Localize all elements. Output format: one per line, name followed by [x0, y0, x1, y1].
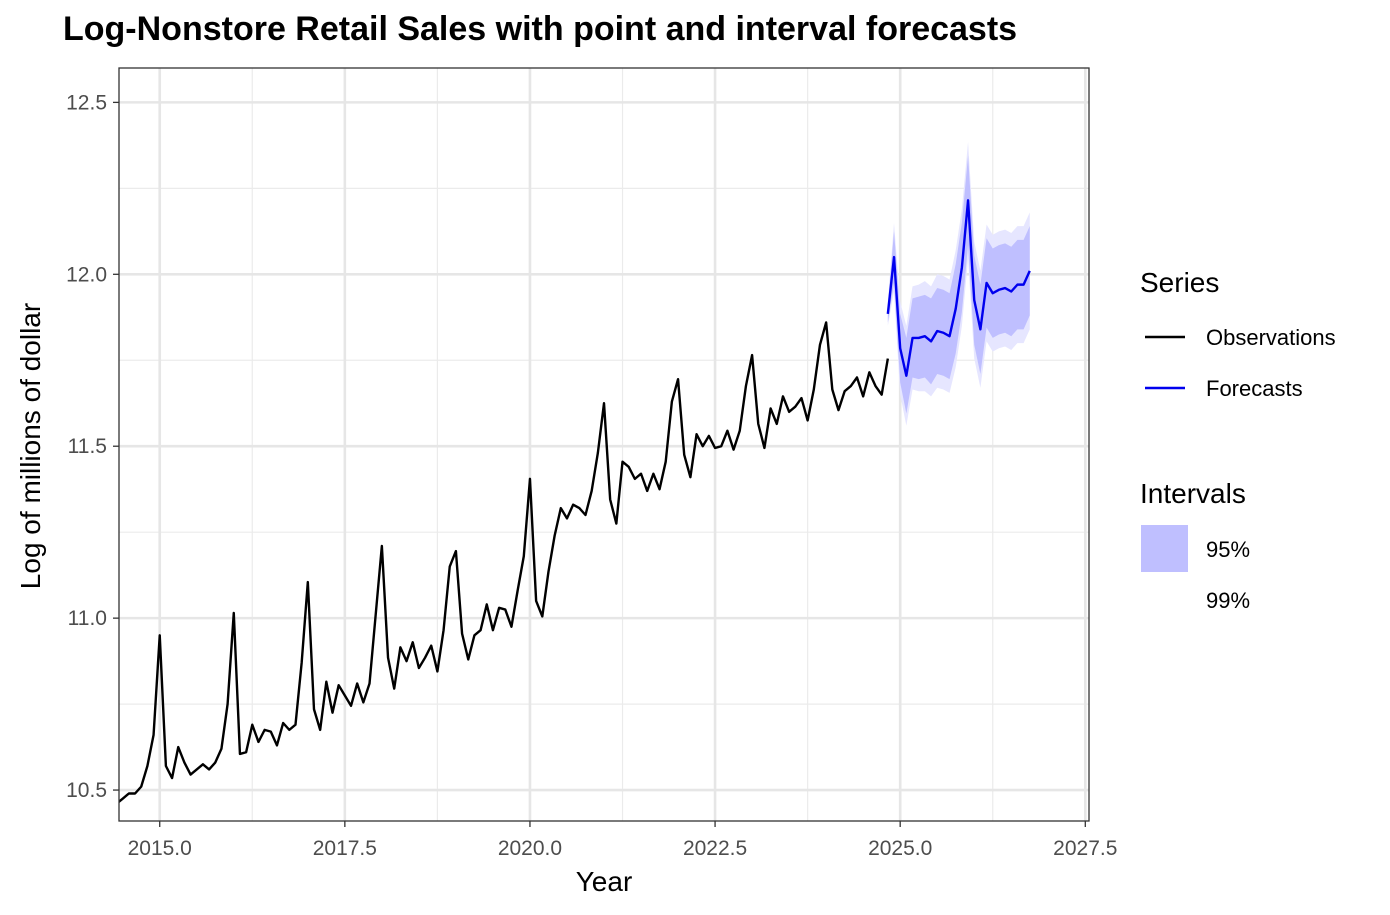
- legend-key-95: [1141, 525, 1188, 572]
- x-tick-label: 2022.5: [683, 837, 747, 860]
- legend-series-title: Series: [1140, 267, 1219, 298]
- y-tick-label: 11.5: [68, 435, 107, 458]
- y-tick-label: 11.0: [68, 607, 107, 630]
- legend-label-99: 99%: [1206, 588, 1250, 613]
- y-axis-title: Log of millions of dollar: [15, 303, 46, 589]
- legend-label-observations: Observations: [1206, 325, 1336, 350]
- x-tick-label: 2020.0: [498, 837, 562, 860]
- x-tick-label: 2025.0: [868, 837, 932, 860]
- legend: Series Observations Forecasts Intervals …: [1140, 267, 1336, 624]
- series-lines: [119, 199, 1031, 804]
- x-axis-ticks: 2015.0 2017.5 2020.0 2022.5 2025.0 2027.5: [128, 821, 1117, 860]
- legend-label-forecasts: Forecasts: [1206, 376, 1303, 401]
- x-tick-label: 2027.5: [1053, 837, 1117, 860]
- x-axis-title: Year: [576, 866, 633, 897]
- legend-intervals-title: Intervals: [1140, 478, 1246, 509]
- series-line-observations: [119, 321, 890, 804]
- x-tick-label: 2017.5: [313, 837, 377, 860]
- series-line-forecasts: [886, 199, 1031, 377]
- plot-panel-border: [118, 67, 1090, 822]
- y-tick-label: 12.5: [66, 91, 107, 114]
- chart-title: Log-Nonstore Retail Sales with point and…: [63, 10, 1018, 48]
- minor-gridlines: [119, 68, 1089, 821]
- major-gridlines: [119, 68, 1089, 821]
- y-axis-ticks: 10.5 11.0 11.5 12.0 12.5: [66, 91, 119, 802]
- y-tick-label: 10.5: [66, 779, 107, 802]
- legend-key-99: [1141, 577, 1188, 624]
- x-tick-label: 2015.0: [128, 837, 192, 860]
- legend-label-95: 95%: [1206, 537, 1250, 562]
- y-tick-label: 12.0: [66, 263, 107, 286]
